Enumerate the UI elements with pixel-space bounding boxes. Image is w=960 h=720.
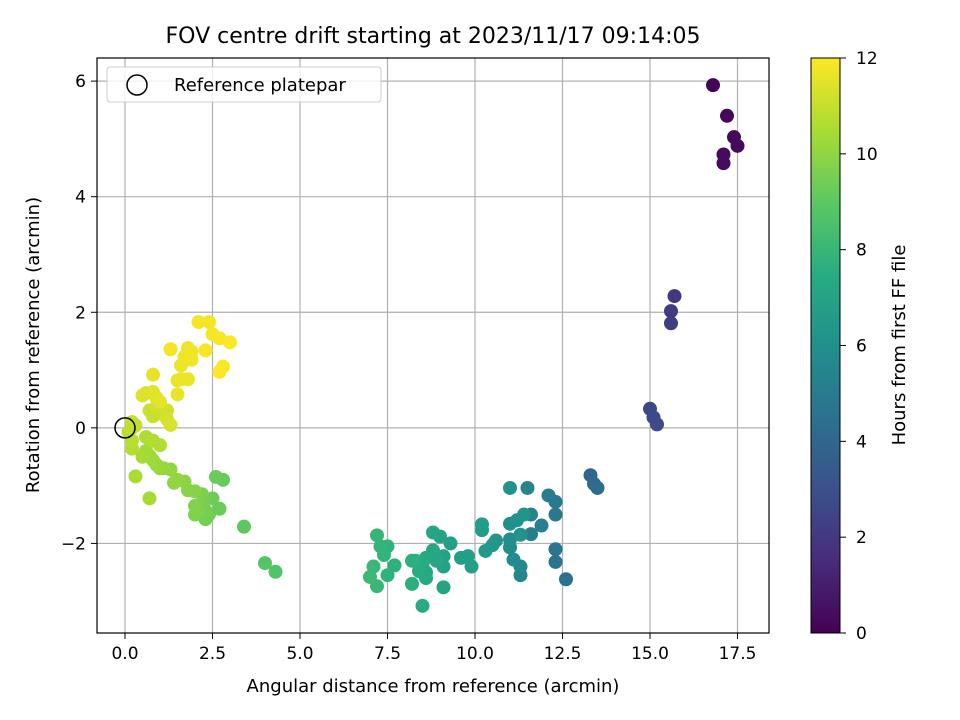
x-tick-label: 10.0 — [456, 644, 494, 664]
data-point — [181, 372, 195, 387]
data-point — [373, 539, 388, 554]
y-tick-label: 0 — [75, 419, 86, 439]
data-point — [128, 469, 143, 484]
y-axis-label: Rotation from reference (arcmin) — [23, 197, 44, 493]
data-point — [258, 556, 272, 571]
data-point — [667, 289, 682, 304]
data-point — [363, 569, 377, 584]
data-point — [541, 488, 556, 503]
data-point — [188, 498, 202, 513]
plot-frame — [96, 57, 770, 634]
data-point — [517, 507, 531, 522]
data-point — [191, 315, 206, 330]
colorbar-tick-label: 0 — [856, 624, 867, 644]
y-tick-label: −2 — [61, 534, 86, 554]
data-point — [730, 138, 745, 153]
x-axis-ticks: 0.0 2.5 5.0 7.5 10.0 12.5 15.0 17.5 — [111, 633, 756, 664]
colorbar-tick-label: 10 — [856, 145, 878, 165]
data-point — [370, 528, 384, 543]
data-point — [706, 78, 720, 93]
y-axis-ticks: −2 0 2 4 6 — [61, 72, 97, 554]
legend-marker-circle-icon — [126, 74, 148, 96]
data-point — [237, 519, 251, 534]
data-point — [548, 507, 563, 522]
data-point — [559, 572, 573, 587]
data-point — [524, 527, 538, 542]
data-point — [212, 331, 227, 346]
y-tick-label: 2 — [75, 303, 86, 323]
x-tick-label: 12.5 — [544, 644, 582, 664]
data-point — [405, 553, 419, 568]
data-point — [209, 469, 223, 484]
data-point — [380, 568, 395, 583]
data-point — [153, 438, 167, 453]
data-point — [142, 491, 157, 506]
colorbar — [810, 57, 841, 634]
data-point — [590, 480, 605, 495]
data-point — [548, 542, 563, 557]
data-point — [198, 343, 213, 358]
reference-platepar-marker — [114, 417, 136, 439]
colorbar-ticks: 0 2 4 6 8 10 12 — [840, 49, 878, 644]
x-tick-label: 15.0 — [631, 644, 669, 664]
x-axis-label: Angular distance from reference (arcmin) — [247, 676, 620, 697]
data-point — [170, 387, 185, 402]
data-point — [548, 554, 563, 569]
data-point — [475, 523, 489, 538]
data-point — [212, 364, 227, 379]
x-tick-label: 5.0 — [286, 644, 313, 664]
data-point — [163, 342, 178, 357]
data-point — [534, 518, 549, 533]
data-point — [167, 475, 181, 490]
colorbar-tick-label: 12 — [856, 49, 878, 69]
data-point — [664, 304, 678, 319]
legend-label: Reference platepar — [174, 75, 346, 96]
data-point — [454, 550, 468, 565]
colorbar-label: Hours from first FF file — [889, 245, 910, 446]
data-point — [135, 449, 150, 464]
data-point — [650, 417, 664, 432]
chart-title: FOV centre drift starting at 2023/11/17 … — [166, 24, 701, 49]
data-point — [268, 564, 283, 579]
data-point — [436, 580, 451, 595]
data-point — [503, 532, 517, 547]
data-point — [478, 543, 493, 558]
x-tick-label: 7.5 — [374, 644, 401, 664]
data-point — [503, 480, 517, 495]
colorbar-tick-label: 4 — [856, 432, 867, 452]
data-point — [720, 108, 734, 123]
data-point — [184, 352, 199, 367]
data-point — [135, 388, 150, 403]
data-point — [212, 501, 227, 516]
data-point — [223, 335, 237, 350]
colorbar-tick-label: 6 — [856, 337, 867, 357]
data-point — [443, 536, 458, 551]
data-point — [146, 367, 160, 382]
x-tick-label: 2.5 — [199, 644, 226, 664]
y-tick-label: 4 — [75, 188, 86, 208]
data-point — [387, 558, 402, 573]
data-point — [415, 598, 430, 613]
legend: Reference platepar — [106, 66, 382, 103]
x-tick-label: 17.5 — [719, 644, 757, 664]
data-point — [125, 415, 139, 430]
data-point — [506, 552, 521, 567]
data-point — [405, 576, 419, 591]
data-point — [205, 491, 220, 506]
colorbar-tick-label: 8 — [856, 241, 867, 261]
x-tick-label: 0.0 — [111, 644, 138, 664]
colorbar-tick-label: 2 — [856, 528, 867, 548]
data-point — [664, 316, 678, 331]
data-point — [426, 525, 440, 540]
legend-box — [106, 66, 382, 103]
data-point — [153, 394, 167, 409]
data-point — [163, 417, 178, 432]
data-point — [513, 527, 528, 542]
data-point — [520, 480, 535, 495]
data-point — [716, 156, 731, 171]
y-tick-label: 6 — [75, 72, 86, 92]
data-point — [202, 315, 216, 330]
